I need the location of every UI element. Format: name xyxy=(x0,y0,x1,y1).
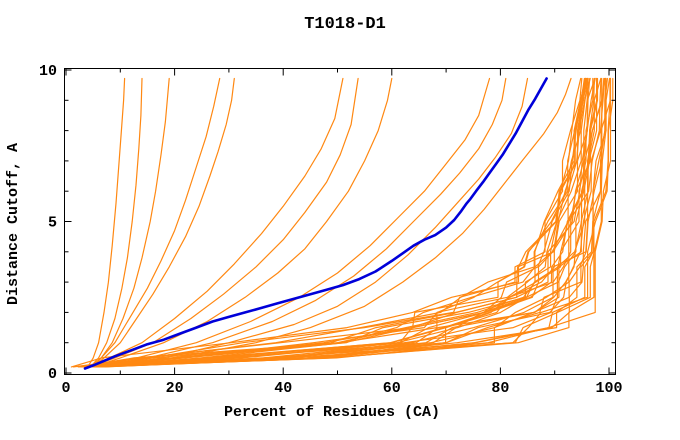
model-curve xyxy=(86,77,598,368)
y-axis-label: Distance Cutoff, A xyxy=(5,143,22,305)
x-tick-label: 40 xyxy=(274,380,292,397)
model-curve xyxy=(92,77,393,368)
model-curve xyxy=(92,77,235,368)
model-curve xyxy=(87,77,126,368)
chart-title: T1018-D1 xyxy=(304,15,386,34)
model-curve xyxy=(90,77,606,368)
model-curve xyxy=(80,77,589,368)
best-model-curve xyxy=(83,77,548,370)
model-curve xyxy=(80,77,589,368)
model-curve xyxy=(89,77,221,368)
model-curve xyxy=(95,77,491,368)
model-curve xyxy=(98,77,507,368)
axes-layer: 0 20 40 60 80 100 0 5 10 xyxy=(39,63,623,397)
model-curve xyxy=(104,77,611,368)
model-curves-bundle-layer xyxy=(70,77,614,368)
model-curve xyxy=(94,77,602,368)
model-curve xyxy=(95,77,596,368)
model-curve xyxy=(89,77,611,368)
model-curve xyxy=(93,77,612,368)
model-curve xyxy=(94,77,607,368)
model-curve xyxy=(87,77,344,368)
y-tick-label: 10 xyxy=(39,63,57,80)
model-curve xyxy=(94,77,605,368)
x-tick-label: 100 xyxy=(595,380,622,397)
model-curve xyxy=(81,77,587,368)
model-curve xyxy=(77,77,585,368)
tick-marks xyxy=(64,68,616,375)
x-tick-label: 20 xyxy=(166,380,184,397)
model-curve xyxy=(84,77,588,368)
tick-labels: 0 20 40 60 80 100 0 5 10 xyxy=(39,63,623,397)
model-curve xyxy=(98,77,572,368)
x-tick-label: 80 xyxy=(491,380,509,397)
x-tick-label: 60 xyxy=(383,380,401,397)
y-tick-label: 5 xyxy=(48,215,57,232)
y-tick-label: 0 xyxy=(48,366,57,383)
highlighted-model-curve-layer xyxy=(83,77,548,370)
model-curve xyxy=(90,77,603,368)
model-curve xyxy=(87,77,598,368)
model-curve xyxy=(79,77,587,368)
model-curve xyxy=(92,77,170,368)
model-curve xyxy=(87,77,595,368)
model-curve xyxy=(93,77,607,368)
x-tick-label: 0 xyxy=(61,380,70,397)
model-curve xyxy=(86,77,583,368)
model-curve xyxy=(84,77,588,368)
model-curve xyxy=(89,77,143,368)
model-curve xyxy=(96,77,614,368)
x-axis-label: Percent of Residues (CA) xyxy=(224,404,440,421)
model-curve xyxy=(86,77,606,368)
model-curve xyxy=(89,77,359,368)
model-curve xyxy=(92,77,591,368)
